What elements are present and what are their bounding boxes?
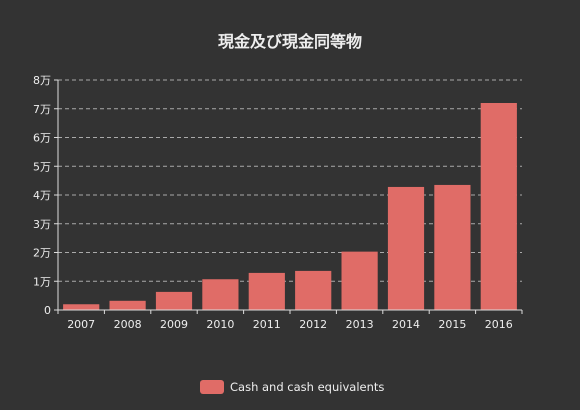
y-tick-label: 3万 <box>33 218 51 231</box>
bars <box>63 103 517 310</box>
legend-swatch[interactable] <box>200 380 224 394</box>
x-tick-label-2014: 2014 <box>392 318 420 331</box>
y-tick-label: 2万 <box>33 247 51 260</box>
x-tick-label-2007: 2007 <box>67 318 95 331</box>
y-tick-label: 1万 <box>33 275 51 288</box>
x-tick-label-2009: 2009 <box>160 318 188 331</box>
x-tick-label-2015: 2015 <box>438 318 466 331</box>
x-tick-label-2012: 2012 <box>299 318 327 331</box>
bar-2009[interactable] <box>155 291 193 310</box>
x-tick-label-2008: 2008 <box>114 318 142 331</box>
grid-lines <box>58 79 522 282</box>
x-tick-label-2010: 2010 <box>206 318 234 331</box>
bar-2010[interactable] <box>202 279 239 310</box>
y-tick-label: 8万 <box>33 74 51 87</box>
bar-2007[interactable] <box>63 304 100 310</box>
bar-2008[interactable] <box>109 300 146 310</box>
legend[interactable]: Cash and cash equivalents <box>200 380 384 394</box>
y-tick-label: 4万 <box>33 189 51 202</box>
axes: 0 1万 2万 3万 4万 5万 6万 7万 8万 2007 2008 2009 2010 2011 201… <box>33 74 523 331</box>
bar-2016[interactable] <box>480 103 517 310</box>
y-tick-label: 7万 <box>33 103 51 116</box>
x-tick-label-2016: 2016 <box>485 318 513 331</box>
chart-title: 現金及び現金同等物 <box>218 32 362 51</box>
bar-2014[interactable] <box>387 186 425 310</box>
x-tick-label-2011: 2011 <box>253 318 281 331</box>
bar-2013[interactable] <box>341 251 378 310</box>
legend-label[interactable]: Cash and cash equivalents <box>230 380 384 394</box>
x-tick-label-2013: 2013 <box>346 318 374 331</box>
bar-2012[interactable] <box>295 270 332 310</box>
y-tick-label: 0 <box>44 304 51 317</box>
bar-2015[interactable] <box>434 184 471 310</box>
y-tick-label: 5万 <box>33 160 51 173</box>
y-tick-label: 6万 <box>33 132 51 145</box>
bar-2011[interactable] <box>248 272 285 310</box>
